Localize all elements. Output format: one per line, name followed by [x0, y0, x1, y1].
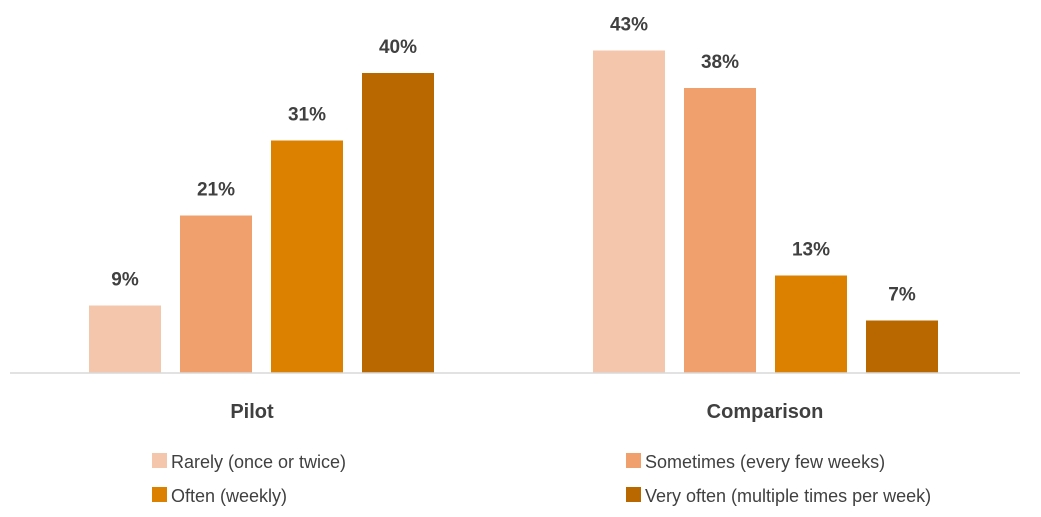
legend-swatch-very-often-multiple-times-per-week [626, 487, 641, 502]
legend-label-very-often-multiple-times-per-week: Very often (multiple times per week) [645, 486, 931, 506]
bar-comparison-very-often-multiple-times-per-week [866, 320, 938, 373]
value-label-pilot-often-weekly: 31% [288, 105, 326, 126]
value-label-comparison-very-often-multiple-times-per-week: 7% [888, 285, 916, 306]
legend-item-rarely-once-or-twice: Rarely (once or twice) [152, 452, 346, 472]
category-labels: Pilot Comparison [230, 401, 823, 423]
value-label-comparison-often-weekly: 13% [792, 240, 830, 261]
bar-comparison-sometimes-every-few-weeks [684, 88, 756, 373]
legend-label-sometimes-every-few-weeks: Sometimes (every few weeks) [645, 452, 885, 472]
bar-comparison-rarely-once-or-twice [593, 50, 665, 373]
bar-pilot-often-weekly [271, 140, 343, 373]
value-label-pilot-rarely-once-or-twice: 9% [111, 270, 139, 291]
legend-label-often-weekly: Often (weekly) [171, 486, 287, 506]
value-label-pilot-sometimes-every-few-weeks: 21% [197, 180, 235, 201]
value-label-pilot-very-often-multiple-times-per-week: 40% [379, 37, 417, 58]
value-label-comparison-sometimes-every-few-weeks: 38% [701, 52, 739, 73]
bar-pilot-sometimes-every-few-weeks [180, 215, 252, 373]
legend-item-often-weekly: Often (weekly) [152, 486, 287, 506]
legend-swatch-often-weekly [152, 487, 167, 502]
legend-swatch-rarely-once-or-twice [152, 453, 167, 468]
legend-item-sometimes-every-few-weeks: Sometimes (every few weeks) [626, 452, 885, 472]
bar-pilot-rarely-once-or-twice [89, 305, 161, 373]
legend-swatch-sometimes-every-few-weeks [626, 453, 641, 468]
value-label-comparison-rarely-once-or-twice: 43% [610, 15, 648, 36]
legend-item-very-often-multiple-times-per-week: Very often (multiple times per week) [626, 486, 931, 506]
bar-pilot-very-often-multiple-times-per-week [362, 73, 434, 373]
legend-label-rarely-once-or-twice: Rarely (once or twice) [171, 452, 346, 472]
category-label-pilot: Pilot [230, 401, 274, 423]
legend: Rarely (once or twice) Sometimes (every f… [152, 452, 931, 506]
category-label-comparison: Comparison [707, 401, 824, 423]
bars [89, 50, 938, 373]
value-labels: 9% 21% 31% 40% 43% 38% 13% 7% [111, 15, 916, 306]
bar-comparison-often-weekly [775, 275, 847, 373]
